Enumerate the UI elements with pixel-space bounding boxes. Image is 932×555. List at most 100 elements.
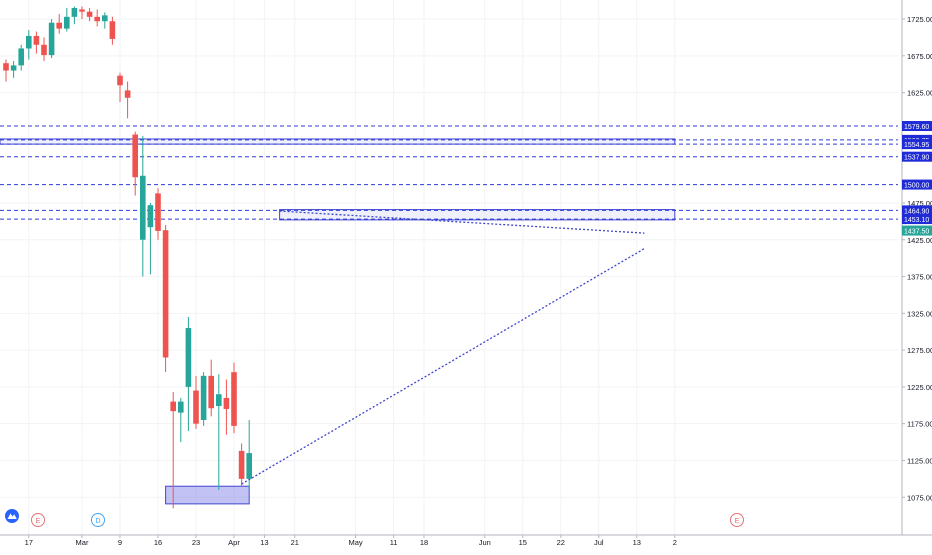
candle[interactable] xyxy=(48,19,55,59)
y-tick-label: 1675.00 xyxy=(907,52,932,61)
candle-body xyxy=(231,372,237,426)
candle[interactable] xyxy=(162,225,169,373)
candle[interactable] xyxy=(216,374,222,490)
y-tick-label: 1075.00 xyxy=(907,493,932,502)
candle[interactable] xyxy=(33,31,40,54)
zone-layer xyxy=(0,138,676,505)
candle-body xyxy=(41,44,47,56)
y-tick-label: 1175.00 xyxy=(907,420,932,429)
candle[interactable] xyxy=(140,136,146,277)
earnings-marker-ring xyxy=(730,513,744,527)
x-tick-label: 13 xyxy=(633,538,641,547)
candle-body xyxy=(10,65,17,71)
y-tick-label: 1475.00 xyxy=(907,199,932,208)
price-level-tag-bg xyxy=(902,179,932,190)
candle[interactable] xyxy=(193,375,199,429)
y-tick-label: 1275.00 xyxy=(907,346,932,355)
candle[interactable] xyxy=(208,359,214,417)
x-tick-label: 17 xyxy=(25,538,33,547)
last-price-tag-text: 1437.50 xyxy=(904,229,929,236)
price-level-tag-text: 1464.90 xyxy=(904,208,929,215)
candle-body xyxy=(200,375,207,420)
candle[interactable] xyxy=(231,362,237,434)
candle[interactable] xyxy=(18,44,24,71)
candle[interactable] xyxy=(246,420,252,490)
price-level-tag-text: 1453.10 xyxy=(904,217,929,224)
candle-body xyxy=(26,35,32,49)
candle-body xyxy=(208,375,214,409)
candle[interactable] xyxy=(124,81,131,119)
candle[interactable] xyxy=(132,131,138,196)
x-tick-label: Mar xyxy=(76,538,89,547)
price-level-tag-text: 1579.60 xyxy=(904,124,929,131)
logo-icon[interactable] xyxy=(5,509,19,523)
x-tick-label: 2 xyxy=(673,538,677,547)
candle[interactable] xyxy=(178,397,184,443)
candle-body xyxy=(185,328,192,387)
candle-body xyxy=(64,16,70,29)
grid-layer xyxy=(0,0,898,535)
candle-body xyxy=(86,11,93,17)
candle[interactable] xyxy=(41,37,47,61)
x-tick-label: 9 xyxy=(118,538,122,547)
demand-zone-box xyxy=(165,485,250,505)
price-label-layer: 1579.601560.751554.951537.901500.001464.… xyxy=(902,121,932,236)
x-tick-label: 16 xyxy=(154,538,162,547)
price-level-layer xyxy=(0,125,898,220)
x-tick-label: Apr xyxy=(228,538,240,547)
dividend-marker-letter: D xyxy=(95,518,100,525)
candle-body xyxy=(117,75,123,86)
candle[interactable] xyxy=(86,8,93,22)
candle[interactable] xyxy=(238,443,245,487)
candle[interactable] xyxy=(79,6,85,20)
candle[interactable] xyxy=(56,13,62,34)
candle-body xyxy=(223,397,230,409)
trendline-layer xyxy=(241,210,645,485)
x-tick-label: 21 xyxy=(291,538,299,547)
x-tick-label: 22 xyxy=(557,538,565,547)
earnings-marker[interactable]: E xyxy=(730,513,744,527)
price-level-tag: 1464.90 xyxy=(902,205,932,216)
candle-body xyxy=(94,16,100,22)
last-price-tag: 1437.50 xyxy=(902,225,932,236)
candle-body xyxy=(33,35,40,45)
dividend-marker[interactable]: D xyxy=(91,513,105,527)
x-tick-label: 15 xyxy=(519,538,527,547)
candle-body xyxy=(170,401,176,412)
price-level-tag: 1554.95 xyxy=(902,139,932,150)
price-level-tag-bg xyxy=(902,214,932,225)
candle[interactable] xyxy=(71,6,78,25)
candle-body xyxy=(48,22,55,56)
y-tick-label: 1425.00 xyxy=(907,236,932,245)
candle[interactable] xyxy=(185,317,192,432)
earnings-marker[interactable]: E xyxy=(31,513,45,527)
candle[interactable] xyxy=(117,72,123,103)
price-level-tag: 1453.10 xyxy=(902,214,932,225)
earnings-marker-ring xyxy=(31,513,45,527)
trendline xyxy=(279,210,645,234)
candle[interactable] xyxy=(94,9,100,27)
candle[interactable] xyxy=(200,372,207,426)
candle-body xyxy=(140,175,146,240)
candle[interactable] xyxy=(26,30,32,60)
last-price-tag-bg xyxy=(902,225,932,236)
candle-body xyxy=(246,453,252,479)
candle[interactable] xyxy=(147,202,154,275)
y-tick-label: 1125.00 xyxy=(907,456,932,465)
candle[interactable] xyxy=(223,379,230,435)
candle-body xyxy=(155,193,161,231)
candle[interactable] xyxy=(170,392,176,509)
candle[interactable] xyxy=(102,12,108,29)
trendline xyxy=(241,248,645,485)
candle[interactable] xyxy=(10,60,17,78)
candle[interactable] xyxy=(109,16,116,45)
candle-body xyxy=(18,48,24,66)
candle[interactable] xyxy=(155,188,161,240)
candle[interactable] xyxy=(64,8,70,32)
candle[interactable] xyxy=(3,59,9,82)
candle-body xyxy=(216,394,222,407)
x-tick-label: May xyxy=(349,538,363,547)
